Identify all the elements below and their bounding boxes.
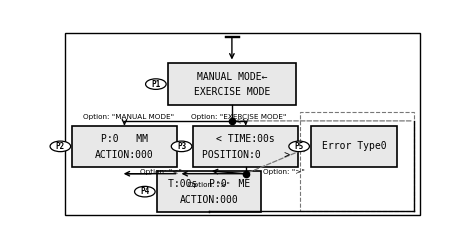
Text: P1: P1 xyxy=(151,80,161,89)
Bar xyxy=(193,126,298,167)
Text: Error Type0: Error Type0 xyxy=(322,141,386,151)
Text: P:0   MM: P:0 MM xyxy=(101,134,148,144)
Bar xyxy=(72,126,177,167)
Text: P2: P2 xyxy=(56,142,65,151)
Text: MANUAL MODE←: MANUAL MODE← xyxy=(197,72,267,82)
Text: Option: "EXERCISE MODE": Option: "EXERCISE MODE" xyxy=(191,114,287,120)
Text: P4: P4 xyxy=(140,187,149,196)
Text: Option: ">": Option: ">" xyxy=(263,169,305,175)
Text: POSITION:0    >: POSITION:0 > xyxy=(201,150,290,160)
Circle shape xyxy=(171,141,192,152)
Circle shape xyxy=(289,141,310,152)
Bar xyxy=(300,112,414,210)
Text: Option: "MANUAL MODE": Option: "MANUAL MODE" xyxy=(83,114,174,120)
Circle shape xyxy=(146,79,166,89)
Text: < TIME:00s: < TIME:00s xyxy=(216,134,275,144)
Text: P5: P5 xyxy=(294,142,304,151)
Text: Option: "<": Option: "<" xyxy=(140,169,182,175)
Text: P3: P3 xyxy=(177,142,186,151)
Bar xyxy=(311,126,397,167)
Circle shape xyxy=(135,186,155,197)
Text: ACTION:000: ACTION:000 xyxy=(180,195,238,205)
Text: EXERCISE MODE: EXERCISE MODE xyxy=(194,87,270,98)
Bar xyxy=(156,171,261,212)
Circle shape xyxy=(50,141,71,152)
Text: Option: ">": Option: ">" xyxy=(188,182,230,188)
Text: T:00s  P:0  ME: T:00s P:0 ME xyxy=(168,179,250,189)
Text: ACTION:000: ACTION:000 xyxy=(95,150,154,160)
Bar xyxy=(168,63,296,105)
